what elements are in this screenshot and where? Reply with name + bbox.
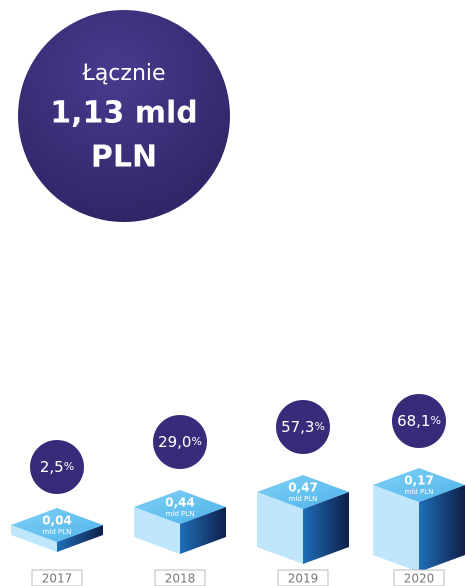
year-box: [393, 569, 445, 586]
block-right-face: [180, 507, 226, 554]
block-top-face: [373, 468, 465, 502]
amount: 0,44: [165, 496, 195, 510]
total-unit: PLN: [91, 140, 157, 175]
block-top-face: [134, 490, 226, 524]
total-circle: [18, 10, 230, 222]
year-box: [154, 569, 206, 586]
block-top-face: [11, 508, 103, 542]
share-unit: %: [314, 420, 324, 433]
share: 68,1%: [397, 412, 441, 430]
amount-unit: mld PLN: [166, 510, 195, 518]
amount-unit: mld PLN: [289, 495, 318, 503]
block-left-face: [11, 525, 57, 552]
share-unit: %: [430, 414, 440, 427]
share-circle: [30, 440, 84, 494]
year: 2017: [42, 572, 73, 586]
block-top-face: [257, 475, 349, 509]
block-left-face: [134, 507, 180, 554]
block-right-face: [419, 485, 465, 572]
amount: 0,17: [404, 474, 434, 488]
share: 2,5%: [40, 458, 74, 476]
share-circle: [276, 400, 330, 454]
year: 2020: [404, 572, 435, 586]
amount-unit: mld PLN: [43, 528, 72, 536]
share-value: 2,5: [40, 458, 64, 476]
share-value: 57,3: [281, 418, 314, 436]
amount: 0,04: [42, 514, 72, 528]
block-left-face: [257, 492, 303, 564]
block-right-face: [57, 525, 103, 552]
year: 2019: [288, 572, 319, 586]
total-value: 1,13 mld: [50, 96, 197, 131]
year: 2018: [165, 572, 196, 586]
year-box: [277, 569, 329, 586]
year-box: [31, 569, 83, 586]
share-value: 68,1: [397, 412, 430, 430]
share-unit: %: [64, 460, 74, 473]
amount: 0,47: [288, 481, 318, 495]
amount-unit: mld PLN: [405, 488, 434, 496]
total-label: Łącznie: [81, 61, 165, 86]
share: 57,3%: [281, 418, 325, 436]
share-circle: [153, 415, 207, 469]
share: 29,0%: [158, 433, 202, 451]
share-value: 29,0: [158, 433, 191, 451]
block-right-face: [303, 492, 349, 564]
share-circle: [392, 394, 446, 448]
block-left-face: [373, 485, 419, 572]
share-unit: %: [191, 435, 201, 448]
